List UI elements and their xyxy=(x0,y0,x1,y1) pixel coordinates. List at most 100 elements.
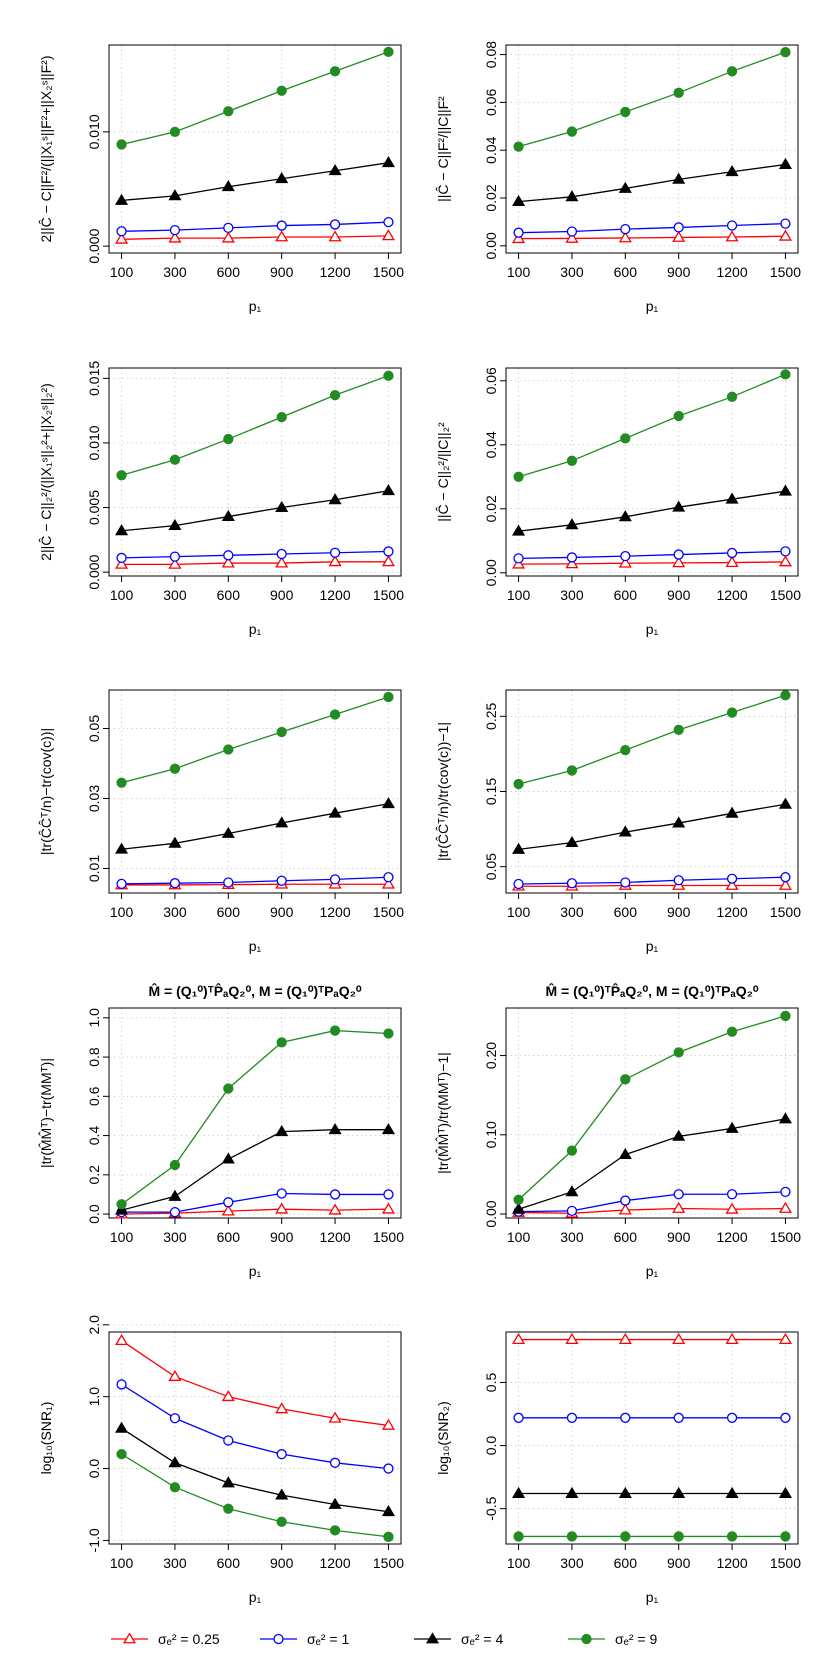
marker xyxy=(566,878,578,889)
marker xyxy=(223,222,234,234)
marker xyxy=(778,797,792,809)
marker xyxy=(221,180,235,192)
marker xyxy=(620,223,631,235)
marker xyxy=(275,230,289,242)
chart-title: M̂ = (Q₁⁰)ᵀP̂ₐQ₂⁰, M = (Q₁⁰)ᵀPₐQ₂⁰ xyxy=(148,982,361,999)
marker xyxy=(725,165,739,177)
marker xyxy=(328,1411,342,1423)
marker xyxy=(618,181,632,193)
marker xyxy=(221,1389,235,1402)
x-tick-label: 1200 xyxy=(319,1555,350,1571)
plot-frame xyxy=(505,367,799,577)
y-tick-label: 0.4 xyxy=(86,1126,102,1146)
marker xyxy=(329,547,341,558)
y-axis-label: log₁₀(SNR₁) xyxy=(38,1402,54,1475)
marker xyxy=(566,552,578,563)
marker xyxy=(672,1201,686,1213)
marker xyxy=(275,1402,289,1414)
marker xyxy=(780,47,791,58)
series-line xyxy=(121,1383,389,1470)
x-tick-label: 100 xyxy=(110,264,134,280)
marker xyxy=(169,1482,181,1493)
x-tick-label: 100 xyxy=(110,587,134,603)
marker xyxy=(725,555,739,567)
marker xyxy=(513,1531,524,1542)
x-tick-label: 100 xyxy=(507,264,531,280)
marker xyxy=(383,1028,394,1039)
marker xyxy=(223,877,234,888)
marker xyxy=(726,66,738,77)
marker xyxy=(725,1332,739,1344)
marker xyxy=(618,1147,632,1160)
series-line xyxy=(518,884,786,887)
marker xyxy=(168,836,182,848)
marker xyxy=(276,411,287,423)
marker xyxy=(672,172,686,184)
marker xyxy=(725,492,739,504)
y-tick-label: 0.10 xyxy=(483,1121,499,1148)
marker xyxy=(383,1531,394,1542)
x-tick-label: 300 xyxy=(560,1229,584,1245)
marker xyxy=(618,556,632,568)
series-line xyxy=(121,1208,389,1215)
series-line xyxy=(518,876,786,885)
x-tick-label: 900 xyxy=(270,1555,294,1571)
marker xyxy=(618,510,632,522)
x-tick-label: 1200 xyxy=(716,264,747,280)
marker xyxy=(328,493,342,505)
plot-frame xyxy=(108,1007,402,1219)
y-tick-label: 0.00 xyxy=(483,232,499,259)
y-tick-label: 0.005 xyxy=(86,490,102,525)
marker xyxy=(381,797,395,809)
marker xyxy=(778,1201,792,1213)
y-axis-label: ||Ĉ − C||₂²/||C||₂² xyxy=(435,422,451,522)
x-tick-label: 1200 xyxy=(319,587,350,603)
x-tick-label: 900 xyxy=(270,264,294,280)
marker xyxy=(168,557,182,569)
marker xyxy=(565,1486,579,1498)
marker xyxy=(276,1516,287,1527)
marker xyxy=(115,232,129,244)
marker xyxy=(328,230,342,242)
marker xyxy=(223,1197,234,1208)
marker xyxy=(780,690,791,701)
x-tick-label: 300 xyxy=(163,587,187,603)
marker xyxy=(276,875,287,886)
marker xyxy=(565,231,579,243)
series-line xyxy=(518,1207,786,1214)
marker xyxy=(328,806,342,818)
y-axis-label: |tr(M̂M̂ᵀ)−tr(MMᵀ)| xyxy=(38,1058,54,1168)
y-tick-label: 0.000 xyxy=(86,228,102,263)
legend: σₑ² = 0.25 σₑ² = 1 σₑ² = 4 σₑ² = 9 xyxy=(111,1631,657,1647)
marker xyxy=(566,455,578,466)
marker xyxy=(169,1206,181,1218)
x-tick-label: 600 xyxy=(217,1555,241,1571)
marker xyxy=(618,1203,632,1215)
marker xyxy=(329,389,341,401)
series-line xyxy=(121,883,389,886)
marker xyxy=(673,87,684,98)
marker xyxy=(780,1010,791,1022)
marker xyxy=(381,1504,395,1517)
marker xyxy=(673,724,684,735)
marker xyxy=(566,226,578,237)
x-tick-label: 900 xyxy=(270,587,294,603)
marker xyxy=(381,156,395,168)
marker xyxy=(221,1476,235,1488)
x-axis-label: p₁ xyxy=(249,1263,262,1279)
marker xyxy=(726,1026,738,1037)
panel: 0.00 0.02 0.04 0.06 0.08 100 300 600 900 1200 1500… xyxy=(435,41,801,314)
marker xyxy=(221,1204,235,1216)
y-axis-label: log₁₀(SNR₂) xyxy=(435,1401,451,1475)
x-tick-label: 100 xyxy=(507,1229,531,1245)
marker xyxy=(565,835,579,848)
x-tick-label: 1500 xyxy=(770,1229,801,1245)
x-axis-label: p₁ xyxy=(249,298,262,314)
x-tick-label: 100 xyxy=(507,904,531,920)
marker xyxy=(725,1202,739,1214)
marker xyxy=(672,500,686,512)
marker xyxy=(725,806,739,818)
y-tick-label: 0.00 xyxy=(483,1200,499,1227)
x-tick-label: 1500 xyxy=(373,1555,404,1571)
marker xyxy=(328,164,342,176)
